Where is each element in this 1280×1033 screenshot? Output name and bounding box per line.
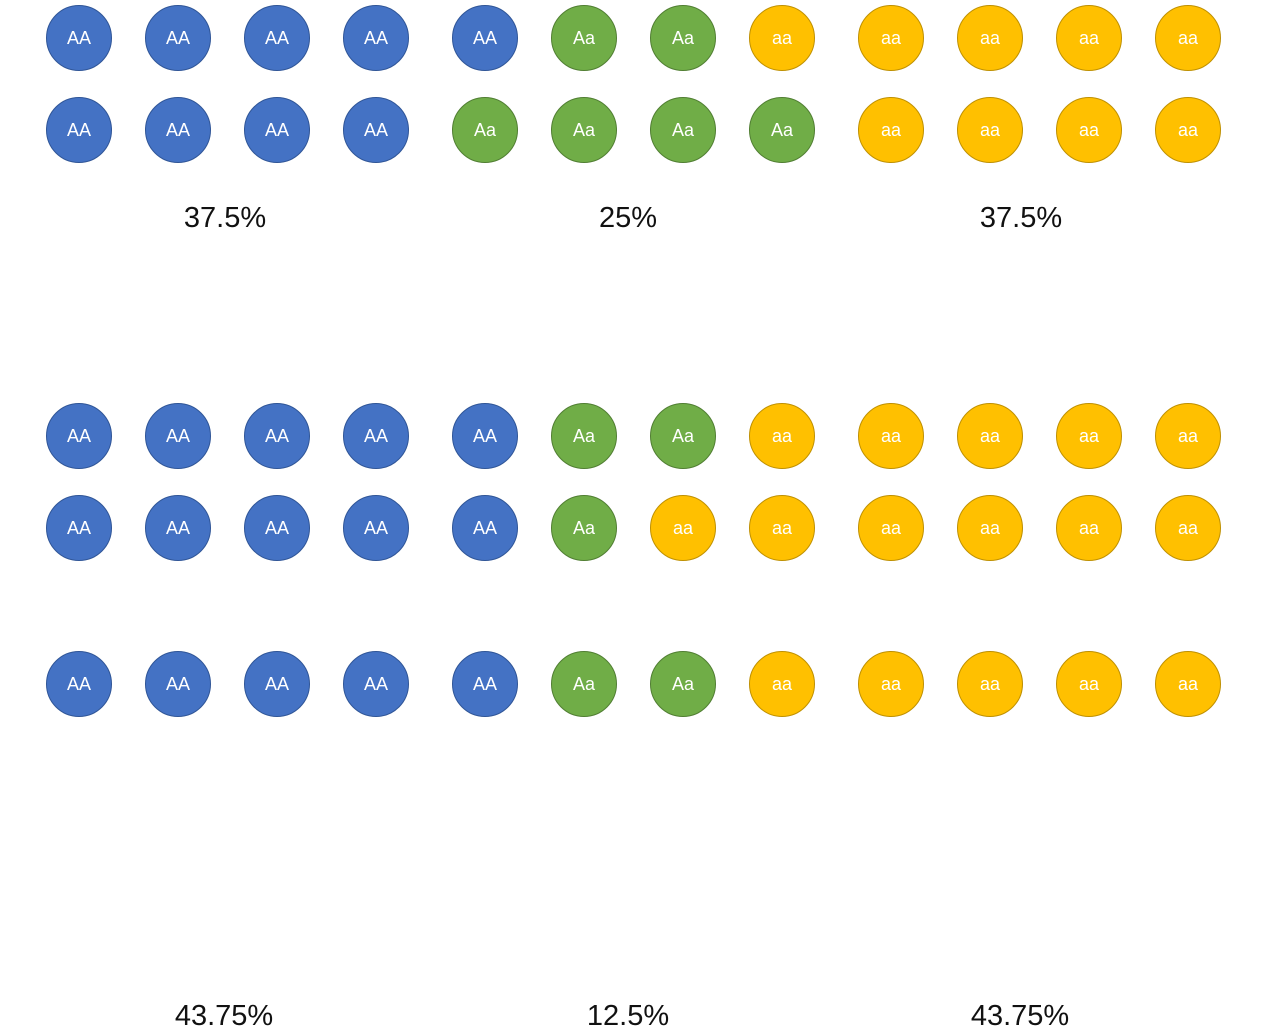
allele-circle-aa: aa bbox=[1155, 403, 1221, 469]
allele-circle-aa: AA bbox=[452, 495, 518, 561]
allele-circle-aa: AA bbox=[244, 97, 310, 163]
allele-circle-aa: aa bbox=[1155, 97, 1221, 163]
allele-circle-aa: AA bbox=[244, 403, 310, 469]
allele-circle-aa-het: Aa bbox=[650, 5, 716, 71]
allele-circle-aa: aa bbox=[1155, 651, 1221, 717]
allele-circle-aa: aa bbox=[957, 97, 1023, 163]
allele-circle-aa-het: Aa bbox=[551, 495, 617, 561]
allele-circle-aa: AA bbox=[46, 495, 112, 561]
allele-circle-aa: aa bbox=[1056, 403, 1122, 469]
allele-circle-aa-het: Aa bbox=[650, 651, 716, 717]
allele-circle-aa: AA bbox=[145, 403, 211, 469]
allele-circle-aa: aa bbox=[858, 651, 924, 717]
allele-circle-aa: aa bbox=[1155, 5, 1221, 71]
allele-circle-aa: AA bbox=[46, 403, 112, 469]
allele-circle-aa: AA bbox=[46, 5, 112, 71]
percentage-label: 37.5% bbox=[979, 202, 1063, 234]
percentage-label: 12.5% bbox=[586, 1000, 670, 1032]
allele-circle-aa: AA bbox=[145, 651, 211, 717]
allele-circle-aa: AA bbox=[145, 5, 211, 71]
allele-circle-aa: aa bbox=[957, 403, 1023, 469]
allele-circle-aa: aa bbox=[858, 403, 924, 469]
allele-circle-aa: aa bbox=[749, 403, 815, 469]
allele-circle-aa: AA bbox=[343, 5, 409, 71]
allele-circle-aa: AA bbox=[343, 495, 409, 561]
allele-circle-aa: aa bbox=[957, 651, 1023, 717]
allele-circle-aa: AA bbox=[145, 495, 211, 561]
allele-circle-aa: aa bbox=[858, 5, 924, 71]
allele-circle-aa: aa bbox=[749, 495, 815, 561]
allele-circle-aa: AA bbox=[244, 5, 310, 71]
allele-circle-aa: aa bbox=[1056, 651, 1122, 717]
cross-section-2: AA AA AA AA AA AA AA AA 43.75% AA Aa Aa aa AA Aa aa aa 12… bbox=[0, 403, 1280, 1032]
allele-circle-aa: AA bbox=[452, 403, 518, 469]
allele-circle-aa: aa bbox=[650, 495, 716, 561]
allele-circle-aa: aa bbox=[749, 5, 815, 71]
allele-circle-aa: AA bbox=[145, 97, 211, 163]
allele-circle-aa: aa bbox=[858, 495, 924, 561]
allele-circle-aa: aa bbox=[1056, 97, 1122, 163]
allele-circle-aa: AA bbox=[343, 651, 409, 717]
percentage-label: 43.75% bbox=[970, 1000, 1070, 1032]
percentage-label: 37.5% bbox=[183, 202, 267, 234]
allele-circle-aa: AA bbox=[244, 495, 310, 561]
allele-circle-aa-het: Aa bbox=[551, 97, 617, 163]
allele-circle-aa: AA bbox=[46, 97, 112, 163]
allele-circle-aa: AA bbox=[452, 5, 518, 71]
allele-circle-aa: AA bbox=[46, 651, 112, 717]
cross-section-3: AA AA AA AA AA Aa Aa aa aa aa aa aa bbox=[0, 651, 1280, 891]
allele-circle-aa: aa bbox=[1056, 5, 1122, 71]
allele-circle-aa: aa bbox=[1155, 495, 1221, 561]
allele-circle-aa-het: Aa bbox=[551, 403, 617, 469]
allele-circle-aa-het: Aa bbox=[650, 97, 716, 163]
allele-circle-aa: aa bbox=[1056, 495, 1122, 561]
allele-circle-aa: AA bbox=[343, 403, 409, 469]
percentage-label: 43.75% bbox=[174, 1000, 274, 1032]
cross-section-1: AA AA AA AA AA AA AA AA 37.5% AA Aa Aa aa Aa Aa Aa Aa 25%… bbox=[0, 5, 1280, 245]
allele-circle-aa-het: Aa bbox=[551, 651, 617, 717]
allele-circle-aa: AA bbox=[244, 651, 310, 717]
allele-circle-aa-het: Aa bbox=[749, 97, 815, 163]
allele-circle-aa: aa bbox=[858, 97, 924, 163]
allele-circle-aa-het: Aa bbox=[650, 403, 716, 469]
allele-circle-aa: aa bbox=[957, 5, 1023, 71]
allele-circle-aa: AA bbox=[452, 651, 518, 717]
allele-circle-aa-het: Aa bbox=[452, 97, 518, 163]
allele-circle-aa: aa bbox=[749, 651, 815, 717]
allele-circle-aa-het: Aa bbox=[551, 5, 617, 71]
allele-circle-aa: aa bbox=[957, 495, 1023, 561]
allele-circle-aa: AA bbox=[343, 97, 409, 163]
percentage-label: 25% bbox=[598, 202, 658, 234]
